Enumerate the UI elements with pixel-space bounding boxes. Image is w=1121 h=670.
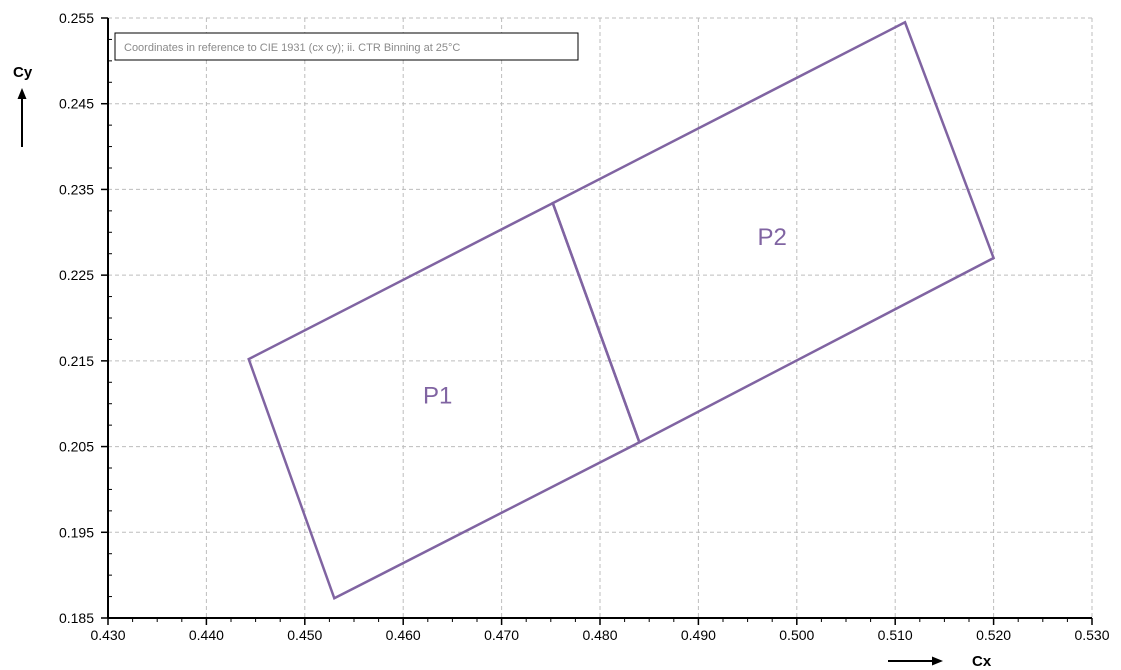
x-tick-label: 0.440 — [189, 627, 224, 643]
x-tick-label: 0.460 — [386, 627, 421, 643]
grid — [108, 17, 1093, 618]
x-axis-arrow-head — [932, 656, 943, 666]
axes — [107, 18, 1092, 619]
y-tick-label: 0.245 — [59, 96, 94, 112]
y-axis-title-group: Cy — [13, 64, 33, 147]
x-tick-label: 0.480 — [582, 627, 617, 643]
x-axis-title-group: Cx — [888, 653, 992, 670]
x-tick-label: 0.490 — [681, 627, 716, 643]
y-tick-label: 0.185 — [59, 610, 94, 626]
y-tick-label: 0.255 — [59, 10, 94, 26]
y-tick-label: 0.235 — [59, 181, 94, 197]
y-tick-label: 0.225 — [59, 267, 94, 283]
y-tick-label: 0.215 — [59, 353, 94, 369]
region-p2 — [551, 20, 996, 445]
annotation-box: Coordinates in reference to CIE 1931 (cx… — [114, 32, 579, 61]
x-tick-label: 0.510 — [878, 627, 913, 643]
y-axis-title: Cy — [13, 64, 33, 81]
ticks: 0.430 0.440 0.450 0.460 0.470 0.480 0.490 0.500… — [59, 10, 1110, 643]
x-tick-label: 0.450 — [287, 627, 322, 643]
x-axis-title: Cx — [972, 653, 992, 670]
region-label-p2: P2 — [758, 224, 787, 251]
x-tick-label: 0.430 — [90, 627, 125, 643]
region-labels: P1 P2 — [423, 224, 787, 410]
y-tick-label: 0.195 — [59, 524, 94, 540]
x-tick-label: 0.500 — [779, 627, 814, 643]
x-tick-label: 0.530 — [1074, 627, 1109, 643]
y-tick-label: 0.205 — [59, 439, 94, 455]
x-tick-label: 0.520 — [976, 627, 1011, 643]
x-tick-label: 0.470 — [484, 627, 519, 643]
regions — [247, 20, 996, 601]
annotation-text: Coordinates in reference to CIE 1931 (cx… — [124, 42, 460, 54]
region-label-p1: P1 — [423, 383, 452, 410]
y-axis-arrow-head — [17, 88, 27, 99]
